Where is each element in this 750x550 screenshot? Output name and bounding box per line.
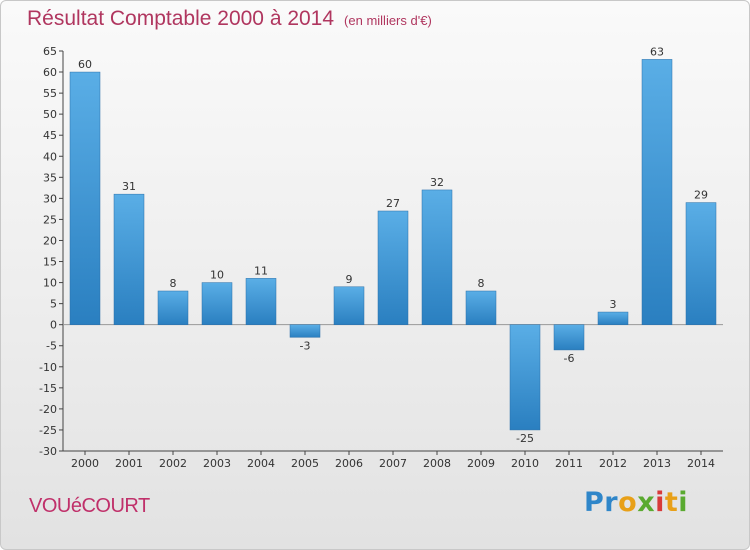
commune-name: VOUéCOURT — [29, 495, 150, 517]
y-tick-label: 10 — [43, 277, 57, 290]
data-label: 27 — [386, 197, 400, 210]
y-tick-label: 30 — [43, 192, 57, 205]
data-label: 8 — [478, 277, 485, 290]
y-tick-label: -5 — [46, 340, 57, 353]
bar — [509, 324, 541, 431]
data-label: 9 — [346, 273, 353, 286]
data-label: 8 — [170, 277, 177, 290]
x-tick-label: 2004 — [247, 457, 275, 470]
bar — [597, 311, 629, 325]
x-tick-label: 2001 — [115, 457, 143, 470]
data-label: 32 — [430, 176, 444, 189]
x-tick-label: 2000 — [71, 457, 99, 470]
data-label: -6 — [564, 352, 575, 365]
y-tick-label: 55 — [43, 87, 57, 100]
x-tick-label: 2011 — [555, 457, 583, 470]
bar — [421, 189, 453, 325]
x-tick-label: 2006 — [335, 457, 363, 470]
x-tick-label: 2007 — [379, 457, 407, 470]
bar — [465, 290, 497, 325]
bar — [641, 59, 673, 325]
data-label: 11 — [254, 264, 268, 277]
data-label: 10 — [210, 269, 224, 282]
x-tick-label: 2008 — [423, 457, 451, 470]
y-tick-label: 45 — [43, 129, 57, 142]
y-tick-label: 25 — [43, 213, 57, 226]
y-tick-label: -20 — [39, 403, 57, 416]
y-tick-label: 5 — [50, 298, 57, 311]
bar — [245, 278, 277, 325]
y-tick-label: 40 — [43, 150, 57, 163]
data-label: 60 — [78, 58, 92, 71]
bar — [289, 324, 321, 338]
y-tick-label: 15 — [43, 256, 57, 269]
y-tick-label: -25 — [39, 424, 57, 437]
x-tick-label: 2003 — [203, 457, 231, 470]
x-tick-label: 2010 — [511, 457, 539, 470]
y-tick-label: 20 — [43, 234, 57, 247]
x-tick-label: 2013 — [643, 457, 671, 470]
chart-subtitle: (en milliers d'€) — [344, 13, 432, 28]
chart-title: Résultat Comptable 2000 à 2014 (en millie… — [27, 7, 432, 31]
y-tick-label: 0 — [50, 319, 57, 332]
y-tick-label: 35 — [43, 171, 57, 184]
x-tick-label: 2012 — [599, 457, 627, 470]
bar — [157, 290, 189, 325]
x-tick-label: 2014 — [687, 457, 715, 470]
data-label: 29 — [694, 189, 708, 202]
data-label: 63 — [650, 45, 664, 58]
y-tick-label: -10 — [39, 361, 57, 374]
y-tick-label: 60 — [43, 66, 57, 79]
x-tick-label: 2005 — [291, 457, 319, 470]
data-label: -3 — [300, 339, 311, 352]
bar — [69, 71, 101, 325]
data-label: 3 — [610, 298, 617, 311]
proxiti-logo: Proxiti — [584, 487, 689, 518]
bar — [113, 193, 145, 325]
bar — [201, 282, 233, 325]
y-tick-label: -30 — [39, 445, 57, 458]
chart-title-text: Résultat Comptable 2000 à 2014 — [27, 7, 335, 30]
bar — [553, 324, 585, 351]
data-label: -25 — [516, 432, 534, 445]
bar — [333, 286, 365, 325]
y-tick-label: 65 — [43, 45, 57, 58]
bar — [685, 202, 717, 325]
bar — [377, 210, 409, 325]
data-label: 31 — [122, 180, 136, 193]
x-tick-label: 2002 — [159, 457, 187, 470]
y-tick-label: -15 — [39, 382, 57, 395]
y-tick-label: 50 — [43, 108, 57, 121]
x-tick-label: 2009 — [467, 457, 495, 470]
